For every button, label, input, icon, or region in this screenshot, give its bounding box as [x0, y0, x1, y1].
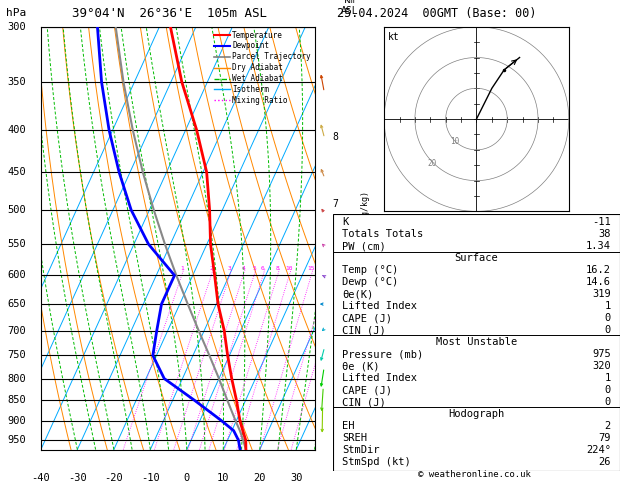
Text: 7: 7 — [332, 199, 338, 209]
Text: -30: -30 — [68, 473, 87, 483]
Text: 800: 800 — [7, 374, 26, 383]
Text: 39°04'N  26°36'E  105m ASL: 39°04'N 26°36'E 105m ASL — [72, 7, 267, 20]
Text: Pressure (mb): Pressure (mb) — [342, 349, 423, 359]
Text: 750: 750 — [7, 350, 26, 361]
Text: 15: 15 — [308, 266, 315, 271]
Text: Dewp (°C): Dewp (°C) — [342, 278, 398, 287]
Text: 500: 500 — [7, 205, 26, 215]
Text: 2: 2 — [332, 401, 338, 412]
Text: 30: 30 — [290, 473, 303, 483]
Text: θe(K): θe(K) — [342, 289, 373, 299]
Text: 700: 700 — [7, 326, 26, 336]
Text: 850: 850 — [7, 395, 26, 405]
Text: -10: -10 — [141, 473, 160, 483]
Text: 2: 2 — [209, 266, 213, 271]
Text: 900: 900 — [7, 416, 26, 426]
Text: 20: 20 — [253, 473, 266, 483]
Text: 1.34: 1.34 — [586, 242, 611, 251]
Text: -40: -40 — [31, 473, 50, 483]
Text: Totals Totals: Totals Totals — [342, 229, 423, 240]
Text: 600: 600 — [7, 270, 26, 280]
Text: Surface: Surface — [455, 253, 498, 263]
Text: 1: 1 — [604, 301, 611, 312]
Text: 1: 1 — [180, 266, 184, 271]
Text: © weatheronline.co.uk: © weatheronline.co.uk — [418, 469, 532, 479]
Text: 5: 5 — [252, 266, 256, 271]
Text: 300: 300 — [7, 22, 26, 32]
Text: θe (K): θe (K) — [342, 361, 379, 371]
Text: 6: 6 — [332, 252, 338, 262]
Text: Most Unstable: Most Unstable — [436, 337, 517, 347]
Text: 38: 38 — [598, 229, 611, 240]
Text: -20: -20 — [104, 473, 123, 483]
Text: K: K — [342, 217, 348, 227]
Text: Mixing Ratio (g/kg): Mixing Ratio (g/kg) — [361, 191, 370, 286]
Text: 5: 5 — [332, 303, 338, 313]
Text: 10: 10 — [217, 473, 230, 483]
Text: LCL: LCL — [332, 445, 350, 454]
Text: 10: 10 — [286, 266, 293, 271]
Text: CIN (J): CIN (J) — [342, 325, 386, 335]
Text: StmDir: StmDir — [342, 445, 379, 455]
Text: Lifted Index: Lifted Index — [342, 301, 417, 312]
Text: 20: 20 — [428, 159, 437, 168]
Text: -11: -11 — [593, 217, 611, 227]
Text: 0: 0 — [604, 325, 611, 335]
Text: 224°: 224° — [586, 445, 611, 455]
Text: 10: 10 — [450, 137, 459, 146]
Text: 550: 550 — [7, 239, 26, 249]
Text: CAPE (J): CAPE (J) — [342, 385, 392, 395]
Text: 350: 350 — [7, 77, 26, 87]
Text: StmSpd (kt): StmSpd (kt) — [342, 457, 411, 467]
Text: Hodograph: Hodograph — [448, 409, 504, 419]
Text: 2: 2 — [604, 421, 611, 431]
Text: 14.6: 14.6 — [586, 278, 611, 287]
Legend: Temperature, Dewpoint, Parcel Trajectory, Dry Adiabat, Wet Adiabat, Isotherm, Mi: Temperature, Dewpoint, Parcel Trajectory… — [214, 31, 311, 105]
Text: PW (cm): PW (cm) — [342, 242, 386, 251]
Text: km
ASL: km ASL — [342, 0, 359, 16]
Text: 3: 3 — [228, 266, 231, 271]
Text: 26: 26 — [598, 457, 611, 467]
Text: 6: 6 — [261, 266, 265, 271]
Text: 25.04.2024  00GMT (Base: 00): 25.04.2024 00GMT (Base: 00) — [337, 7, 536, 20]
Text: 0: 0 — [184, 473, 190, 483]
Text: Lifted Index: Lifted Index — [342, 373, 417, 383]
Text: 400: 400 — [7, 125, 26, 135]
Text: 650: 650 — [7, 299, 26, 309]
Text: 79: 79 — [598, 433, 611, 443]
Text: 320: 320 — [593, 361, 611, 371]
FancyBboxPatch shape — [333, 214, 620, 471]
Text: 4: 4 — [242, 266, 245, 271]
Text: 16.2: 16.2 — [586, 265, 611, 276]
Text: 319: 319 — [593, 289, 611, 299]
Text: 975: 975 — [593, 349, 611, 359]
Text: EH: EH — [342, 421, 355, 431]
Text: hPa: hPa — [6, 8, 26, 18]
Text: 4: 4 — [332, 341, 338, 351]
Text: 0: 0 — [604, 313, 611, 323]
Text: CAPE (J): CAPE (J) — [342, 313, 392, 323]
Text: 0: 0 — [604, 397, 611, 407]
Text: 8: 8 — [332, 132, 338, 142]
Text: Temp (°C): Temp (°C) — [342, 265, 398, 276]
Text: 950: 950 — [7, 435, 26, 445]
Text: 1: 1 — [332, 430, 338, 439]
Text: 3: 3 — [332, 373, 338, 382]
Text: 0: 0 — [604, 385, 611, 395]
Text: CIN (J): CIN (J) — [342, 397, 386, 407]
Text: kt: kt — [388, 32, 399, 42]
Text: SREH: SREH — [342, 433, 367, 443]
Text: 8: 8 — [276, 266, 279, 271]
Text: 1: 1 — [604, 373, 611, 383]
Text: 450: 450 — [7, 167, 26, 177]
